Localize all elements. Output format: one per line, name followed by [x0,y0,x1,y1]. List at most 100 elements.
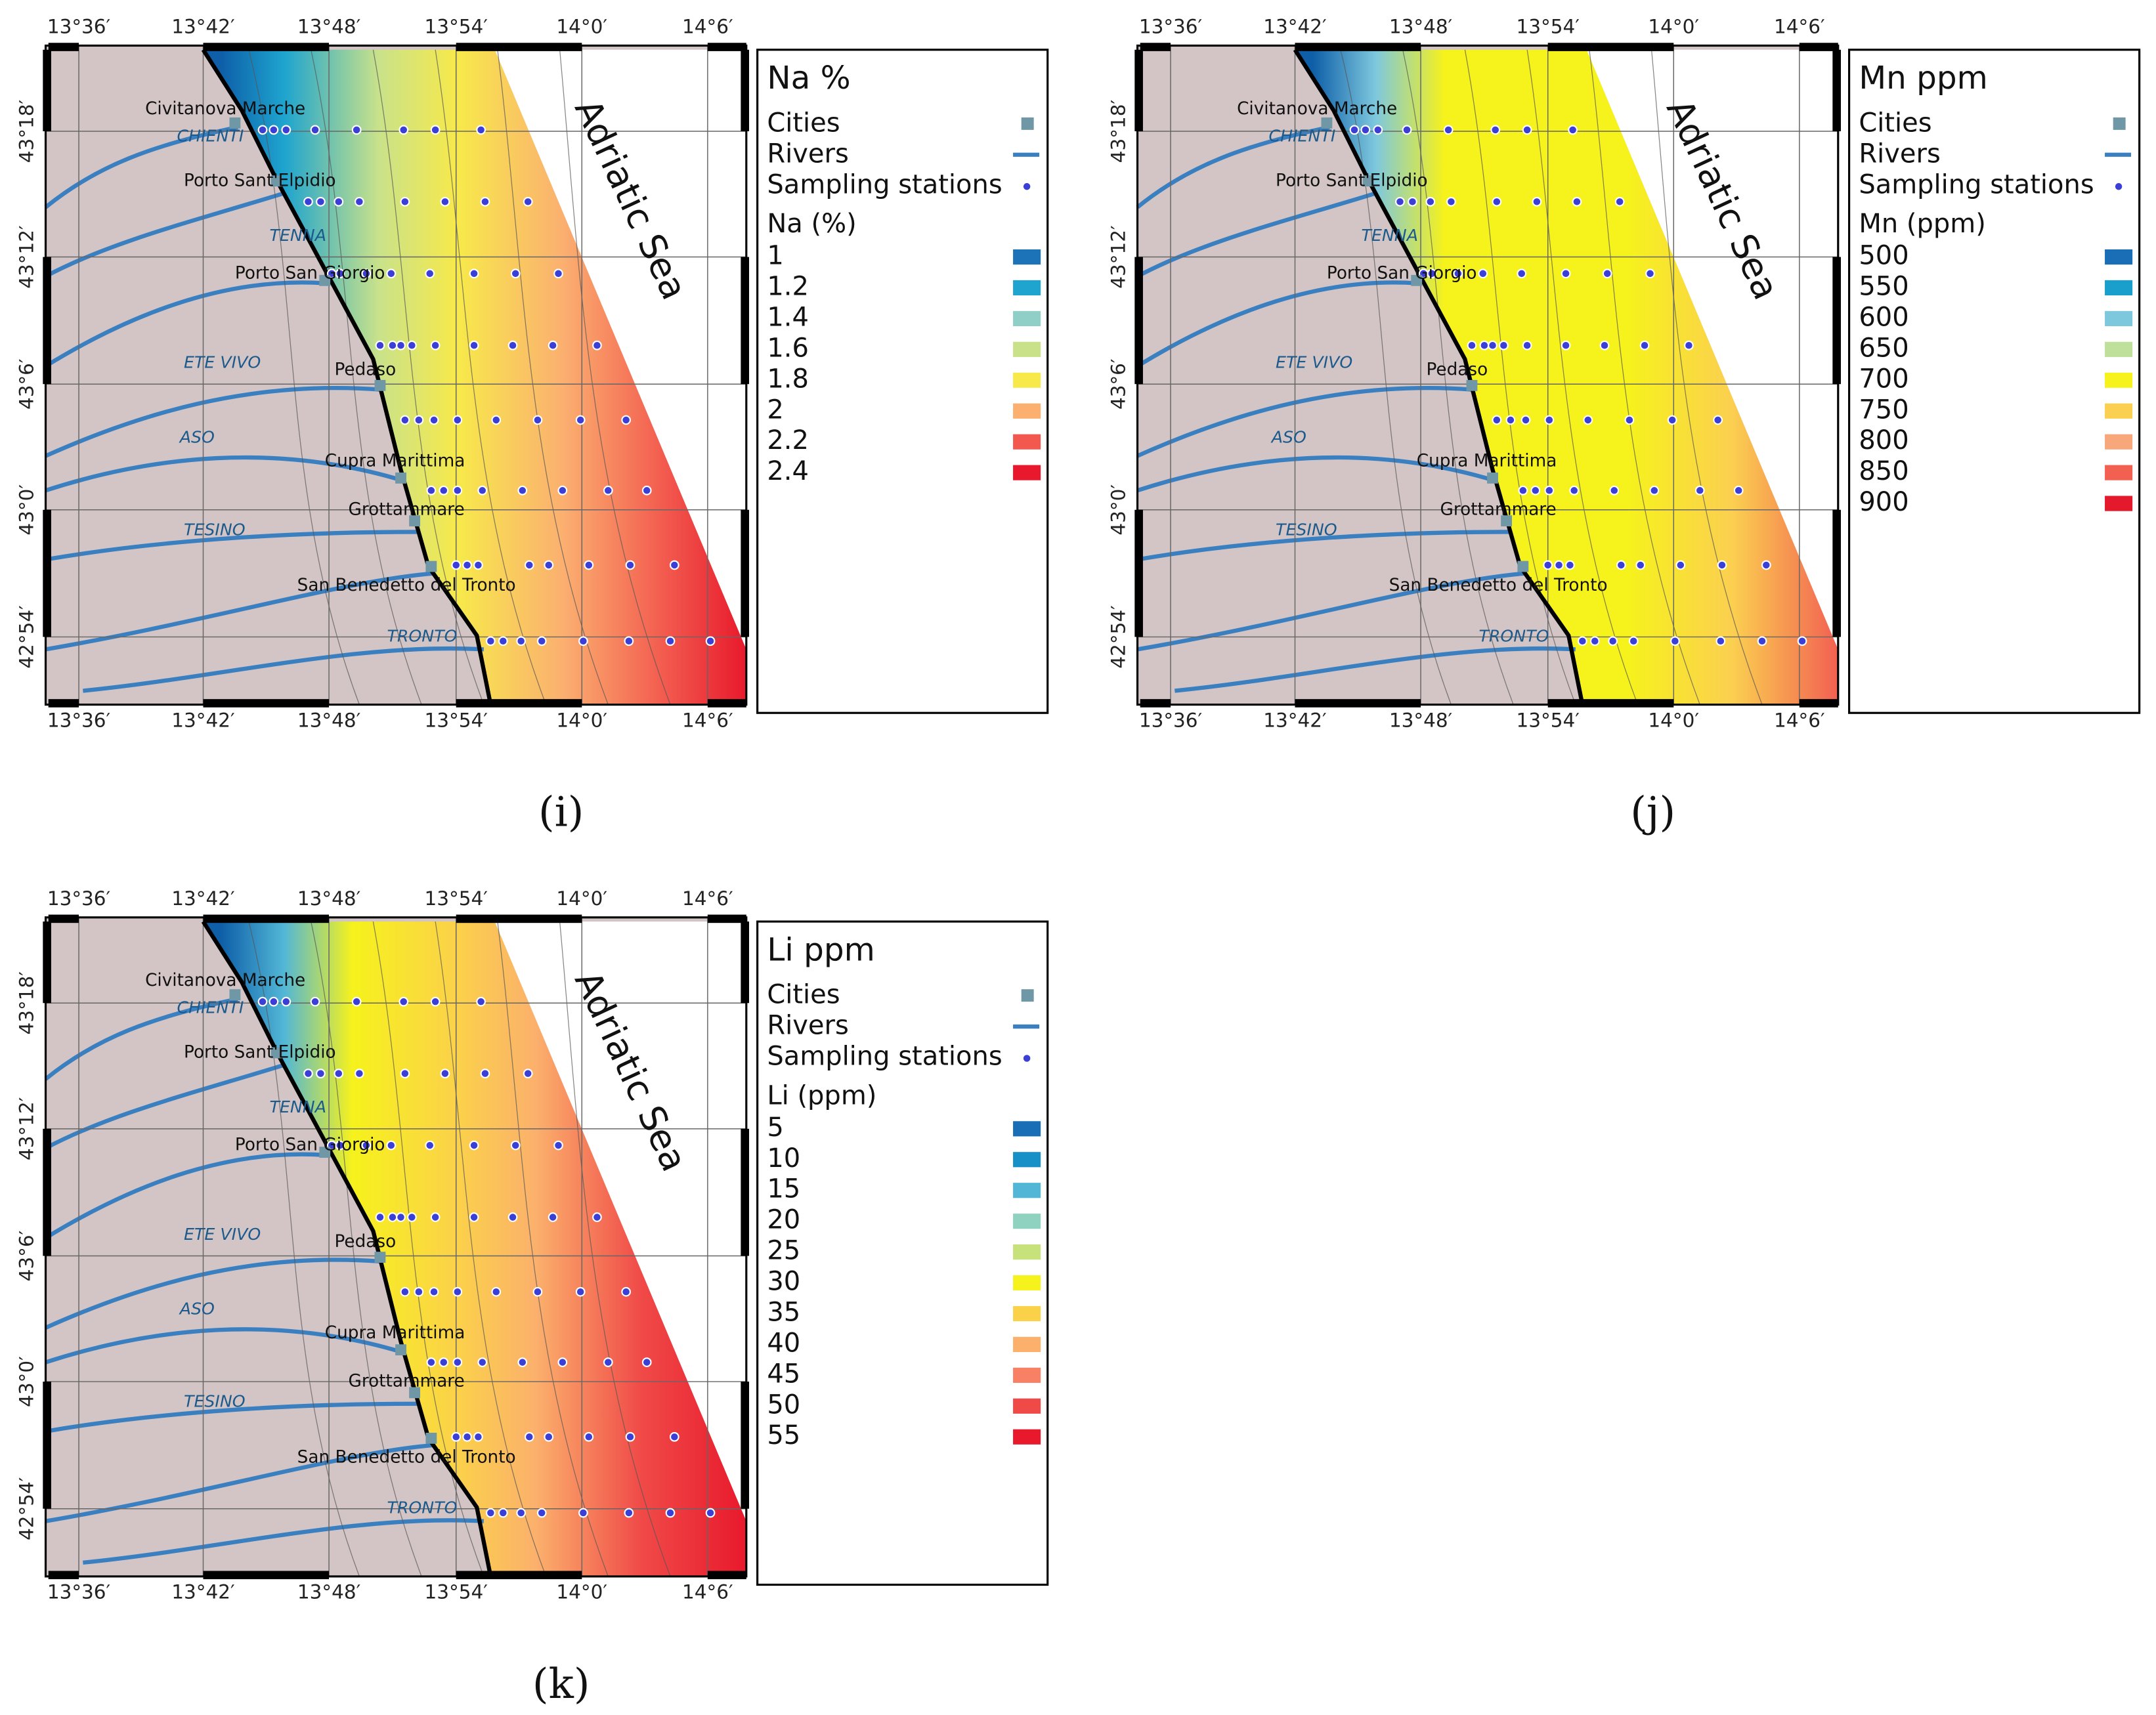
sampling-station [516,636,527,646]
map-panel: Civitanova Marche Porto Sant'Elpidio Porto… [16,887,1049,1708]
sampling-station [1544,415,1555,425]
sampling-station [517,1357,528,1367]
frame-bar [1547,699,1674,708]
lon-label: 13°42′ [171,709,234,731]
legend-swatch [1013,1244,1041,1260]
legend-swatch [2105,310,2133,327]
legend-title: Li ppm [767,931,874,968]
river-label: TENNA [270,1097,326,1116]
lon-label: 13°54′ [1517,16,1580,38]
sampling-station [1561,340,1571,350]
legend-swatch [2105,372,2133,388]
legend-item: Cities [767,108,840,138]
city-marker [1362,175,1374,187]
lat-label: 43°12′ [16,225,38,288]
sampling-station [1649,485,1660,496]
city-marker [270,175,282,187]
legend-class: 2 [767,394,783,425]
legend-item: Sampling stations [767,1042,1002,1072]
legend-city-symbol [1021,117,1034,130]
river-line [45,1327,404,1365]
sampling-station [669,1431,679,1442]
lon-label: 13°42′ [171,887,234,910]
sampling-station [584,560,594,570]
sampling-station [517,485,528,496]
city-label: Porto Sant'Elpidio [1276,171,1428,190]
frame-bar [43,921,51,1004]
legend-class: 50 [767,1389,800,1420]
legend-item: Cities [767,980,840,1010]
sampling-station [1492,196,1502,207]
contour [311,49,422,705]
frame-bar [1799,43,1838,51]
legend-swatch [1013,372,1041,388]
lon-label: 14°0′ [1648,709,1699,731]
sampling-station [1498,340,1509,350]
sampling-station [414,1286,424,1297]
sampling-station [257,125,268,135]
city-label: Porto Sant'Elpidio [184,1043,336,1063]
sampling-station [386,268,397,279]
sampling-station [669,560,679,570]
legend-class: 600 [1859,302,1908,332]
city-marker [319,1147,331,1158]
city-label: Cupra Marittima [1417,452,1557,471]
river-label: CHIENTI [177,126,244,145]
legend-swatch [2105,280,2133,296]
legend-class: 35 [767,1297,800,1327]
frame-bar [1295,43,1421,51]
city-marker [1466,379,1478,391]
river-line [1175,646,1576,693]
sampling-station [452,415,463,425]
sampling-station [480,1069,490,1078]
sampling-station [439,1357,449,1367]
contour [248,49,360,705]
sampling-station [440,1069,450,1078]
sampling-station [1684,340,1694,350]
legend-item: Rivers [767,138,848,169]
sampling-station [641,485,652,496]
sampling-station [665,636,676,646]
sampling-station [269,996,279,1007]
frame-bar [741,1382,749,1509]
lon-label: 13°42′ [171,1581,234,1603]
sampling-station [625,1431,636,1442]
river-label: ASO [1270,427,1306,446]
lon-label: 14°0′ [556,709,607,731]
frame-bar [1295,699,1421,708]
city-label: Civitanova Marche [145,99,305,119]
lon-label: 13°42′ [1263,16,1326,38]
legend-station-symbol [2115,182,2123,190]
contour [1526,49,1639,705]
legend-swatch [1013,1398,1041,1414]
city-marker [374,1252,386,1263]
legend-box [756,920,1049,1586]
sampling-station [1479,340,1490,350]
legend-item: Sampling stations [1859,169,2094,200]
lon-label: 13°36′ [47,16,110,38]
river-line [45,1258,381,1330]
open-sea [1586,49,1838,650]
sampling-station [387,1212,398,1222]
sampling-station [386,1140,397,1151]
sampling-station [1478,268,1488,279]
sampling-station [399,996,409,1007]
legend-class: 700 [1859,364,1908,394]
city-marker [270,1047,282,1059]
frame-bar [1140,699,1171,708]
legend-station-symbol [1023,1055,1031,1062]
river-line [45,191,284,278]
sampling-station [1425,196,1436,207]
lon-label: 13°54′ [1517,709,1580,731]
map-panel: Civitanova Marche Porto Sant'Elpidio Porto… [1108,16,2141,836]
sampling-station [425,268,435,279]
frame-bar [1832,509,1841,637]
sampling-station [1599,340,1610,350]
sampling-station [1609,485,1620,496]
legend-swatch [1013,1183,1041,1198]
city-label: Porto San Giorgio [235,1135,385,1155]
legend-swatch [1013,434,1041,450]
legend-class: 650 [1859,333,1908,363]
sampling-station [469,1212,479,1222]
lon-label: 14°0′ [556,887,607,910]
